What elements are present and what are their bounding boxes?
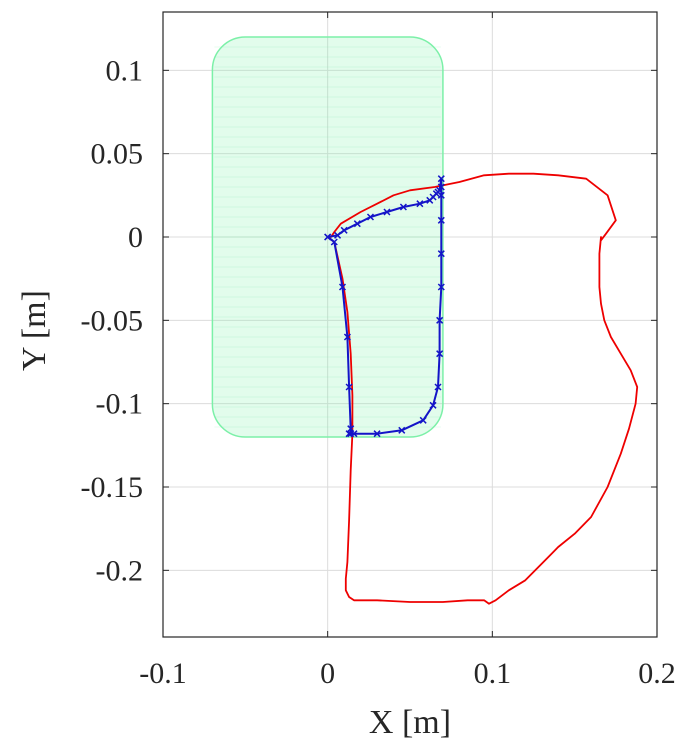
x-tick-label: 0 [320, 657, 335, 690]
y-tick-label: -0.2 [96, 554, 144, 587]
series-point [436, 350, 444, 358]
series-point [416, 200, 424, 208]
series-point [434, 383, 442, 391]
series-point [334, 231, 342, 239]
series-point [437, 250, 445, 258]
y-tick-label: -0.05 [81, 304, 144, 337]
series-point [436, 316, 444, 324]
x-tick-label: 0.2 [638, 657, 676, 690]
series-point [373, 430, 381, 438]
y-tick-label: 0.05 [91, 138, 144, 171]
x-axis-label: X [m] [369, 704, 451, 741]
series-point [350, 430, 358, 438]
series-point [340, 226, 348, 234]
y-tick-label: -0.15 [81, 471, 144, 504]
series-point [437, 283, 445, 291]
series-1 [324, 175, 445, 438]
series-point [383, 208, 391, 216]
series-point [338, 283, 347, 291]
series-point [398, 426, 406, 434]
series-point [330, 238, 338, 246]
series-point [437, 216, 445, 224]
series-point [353, 220, 361, 228]
y-tick-label: 0.1 [106, 54, 144, 87]
series-point [343, 333, 351, 341]
series-point [437, 175, 445, 183]
tick-labels: -0.1 0 0.1 0.2 0.1 0.05 0 -0.05 -0.1 -0.15 -0.2 [81, 12, 676, 690]
series-point [399, 203, 407, 211]
series-point [426, 196, 434, 204]
y-axis-label: Y [m] [16, 290, 53, 371]
series-point [366, 213, 375, 221]
x-tick-label: 0.1 [474, 657, 512, 690]
series-point [324, 233, 332, 241]
series-0 [327, 172, 639, 605]
y-tick-label: -0.1 [96, 388, 144, 421]
axes-frame [162, 11, 658, 638]
x-tick-label: -0.1 [139, 657, 187, 690]
series-point [345, 383, 353, 391]
series-point [419, 416, 427, 424]
series-layer [324, 172, 639, 605]
series-line [327, 172, 639, 605]
series-point [429, 401, 437, 409]
y-tick-label: 0 [128, 221, 143, 254]
